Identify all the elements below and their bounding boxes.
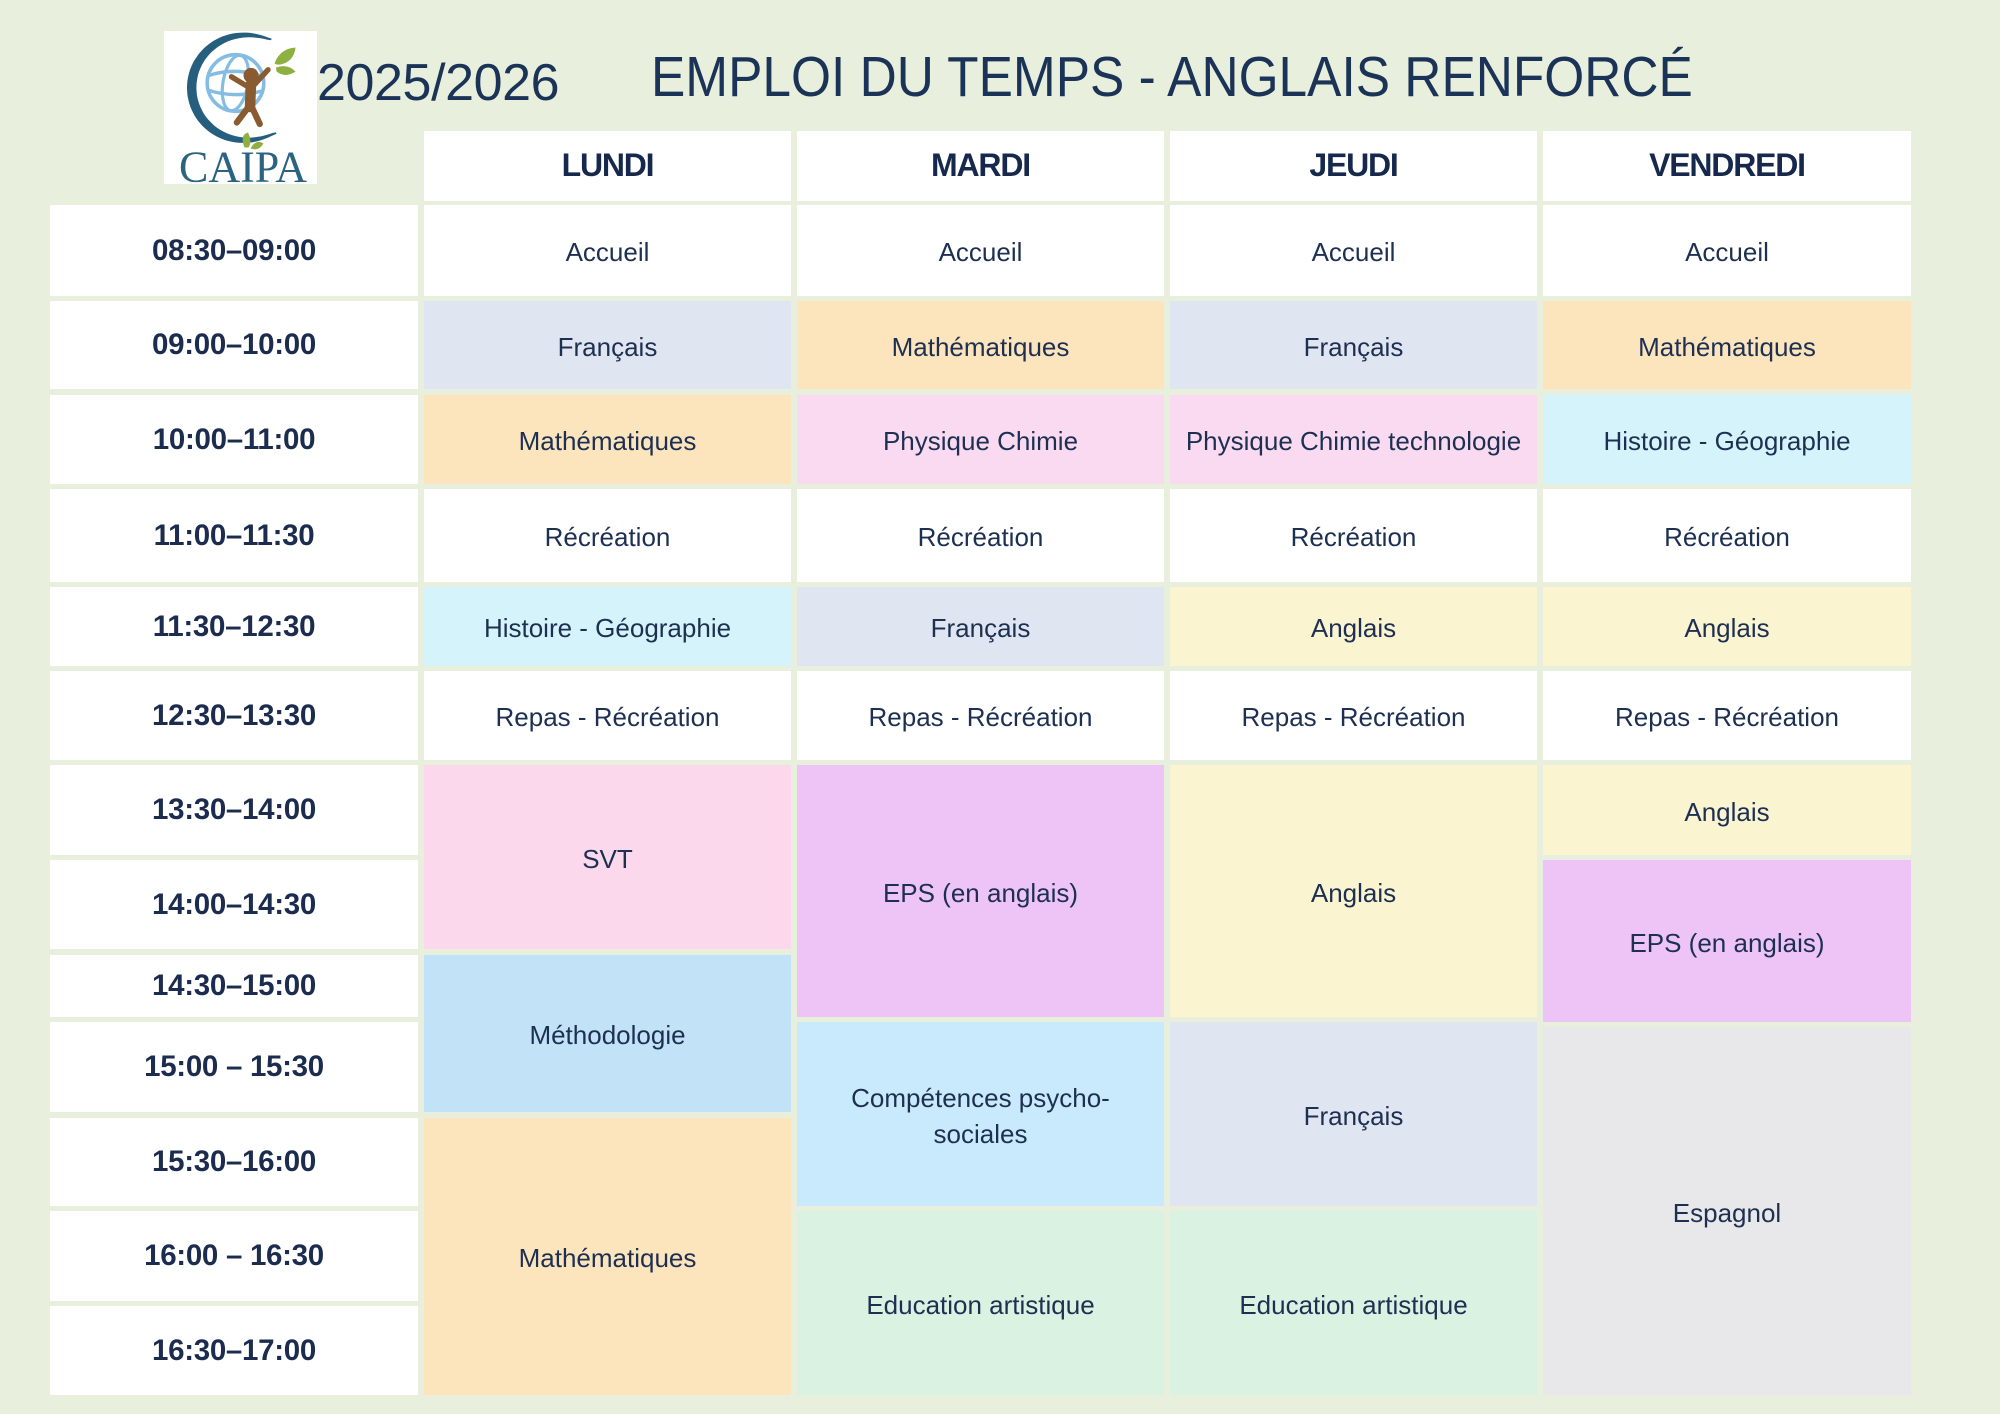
svg-text:CAIPA: CAIPA	[179, 143, 307, 185]
